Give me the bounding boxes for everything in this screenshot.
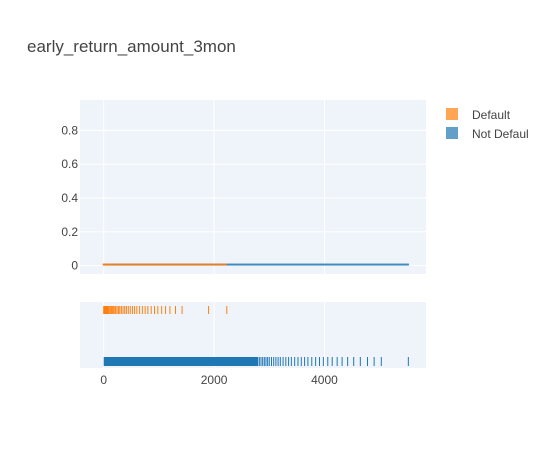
legend-label-not-default: Not Defaul — [472, 127, 529, 141]
histogram-spike — [103, 264, 106, 266]
main-plot-area[interactable] — [80, 100, 426, 274]
y-tick-label: 0.6 — [61, 157, 78, 171]
x-tick-label: 0 — [100, 373, 107, 387]
x-tick-label: 4000 — [311, 373, 338, 387]
y-tick-label: 0 — [71, 259, 78, 273]
y-tick-labels: 0 0.2 0.4 0.6 0.8 — [61, 123, 78, 272]
rug-dense-not-default — [104, 357, 259, 366]
histogram-bar-default[interactable] — [104, 264, 227, 266]
histogram-series — [103, 264, 409, 266]
legend-label-default: Default — [472, 108, 511, 122]
x-tick-label: 2000 — [201, 373, 228, 387]
legend-item-default[interactable]: Default — [446, 108, 511, 122]
legend-swatch-not-default — [446, 127, 458, 139]
legend-item-not-default[interactable]: Not Defaul — [446, 127, 529, 141]
y-tick-label: 0.8 — [61, 123, 78, 137]
chart-title: early_return_amount_3mon — [27, 37, 236, 56]
legend: Default Not Defaul — [446, 108, 529, 141]
legend-swatch-default — [446, 108, 458, 120]
y-tick-label: 0.2 — [61, 225, 78, 239]
x-tick-labels: 0 2000 4000 — [100, 373, 338, 387]
y-tick-label: 0.4 — [61, 191, 78, 205]
